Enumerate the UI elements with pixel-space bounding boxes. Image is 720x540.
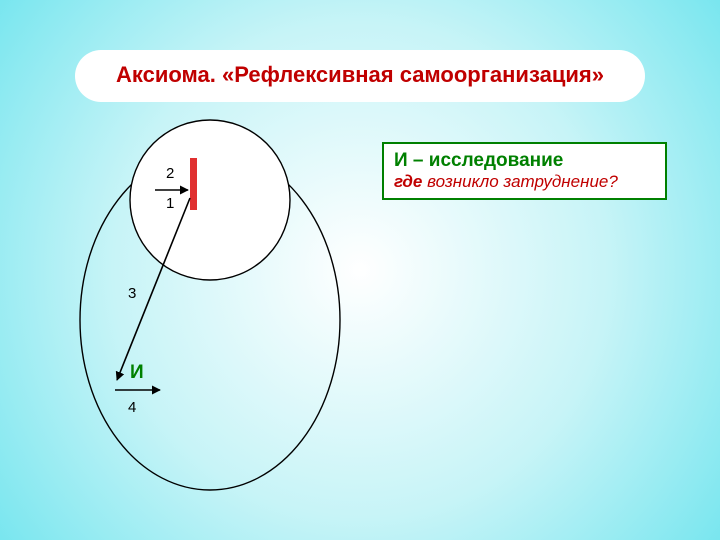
page-title: Аксиома. «Рефлексивная самоорганизация» <box>75 50 645 102</box>
legend-line2-prefix: где <box>394 172 422 191</box>
legend-line2-rest: возникло затруднение? <box>422 172 617 191</box>
legend-line1: И – исследование <box>394 150 655 172</box>
red-bar <box>190 158 197 210</box>
label-I: И <box>130 362 144 383</box>
label-3: 3 <box>128 285 136 302</box>
inner-circle <box>130 120 290 280</box>
label-1: 1 <box>166 195 174 212</box>
legend-box: И – исследование где возникло затруднени… <box>382 142 667 200</box>
legend-line2: где возникло затруднение? <box>394 172 655 192</box>
label-2: 2 <box>166 165 174 182</box>
label-4: 4 <box>128 399 136 416</box>
